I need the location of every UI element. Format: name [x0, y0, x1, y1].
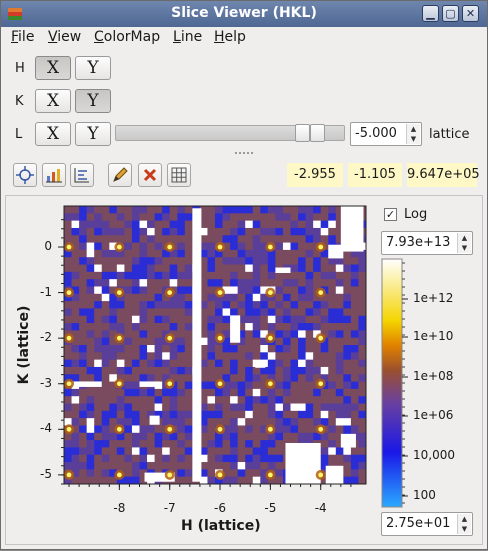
dimension-k-y-button[interactable]: Y: [75, 89, 111, 113]
draw-line-button[interactable]: [108, 163, 132, 187]
x-tick-label: -6: [210, 501, 230, 515]
menu-bar: File View ColorMap Line Help: [1, 27, 487, 49]
dimension-k-x-button[interactable]: X: [35, 89, 71, 113]
minimize-button[interactable]: ▁: [422, 5, 439, 22]
colorbar-min-spinbox[interactable]: 2.75e+01 ▲ ▼: [381, 512, 473, 536]
y-tick-label: -2: [30, 330, 52, 344]
window-title: Slice Viewer (HKL): [1, 5, 487, 21]
slice-slider-handle-2[interactable]: [310, 124, 325, 142]
dimension-k-label: K: [15, 94, 24, 109]
readout-y: -1.105: [348, 163, 402, 187]
colorbar-tick-label: 10,000: [413, 448, 455, 462]
clear-icon: [139, 164, 161, 186]
colorbar-tick-label: 1e+12: [413, 291, 453, 305]
crosshair-button[interactable]: [13, 163, 37, 187]
menu-line[interactable]: Line: [173, 29, 202, 45]
menu-file[interactable]: File: [11, 29, 34, 45]
y-tick-label: 0: [30, 239, 52, 253]
pencil-icon: [109, 164, 131, 186]
x-axis-label: H (lattice): [181, 518, 261, 534]
spin-arrows-icon[interactable]: ▲ ▼: [457, 514, 471, 534]
dimension-h-y-button[interactable]: Y: [75, 56, 111, 80]
log-checkbox[interactable]: ✓: [384, 208, 397, 221]
dimension-l-x-button[interactable]: X: [35, 122, 71, 146]
log-label: Log: [404, 207, 427, 222]
menu-colormap[interactable]: ColorMap: [94, 29, 160, 45]
dimension-l-label: L: [15, 127, 22, 142]
y-tick-label: -5: [30, 467, 52, 481]
dimension-h-x-button[interactable]: X: [35, 56, 71, 80]
colorbar-min-value: 2.75e+01: [386, 516, 450, 531]
zoom-button[interactable]: [42, 163, 66, 187]
x-tick-label: -4: [311, 501, 331, 515]
crosshair-icon: [14, 164, 36, 186]
zoom-chart-icon: [43, 164, 65, 186]
readout-x: -2.955: [287, 163, 343, 187]
dimension-l-y-button[interactable]: Y: [75, 122, 111, 146]
colorbar-tick-label: 1e+10: [413, 329, 453, 343]
x-tick-label: -8: [109, 501, 129, 515]
clear-line-button[interactable]: [138, 163, 162, 187]
y-tick-label: -4: [30, 421, 52, 435]
splitter-handle[interactable]: [235, 152, 253, 158]
y-tick-label: -1: [30, 285, 52, 299]
spin-arrows-icon[interactable]: ▲ ▼: [457, 233, 471, 253]
x-tick-label: -7: [160, 501, 180, 515]
x-tick-label: -5: [260, 501, 280, 515]
rebin-button[interactable]: [70, 163, 94, 187]
colorbar-tick-label: 100: [413, 488, 436, 502]
title-bar[interactable]: Slice Viewer (HKL) ▁ ▢ ✕: [1, 1, 487, 27]
slice-value-spinbox[interactable]: -5.000 ▲ ▼: [350, 122, 422, 146]
menu-help[interactable]: Help: [214, 29, 246, 45]
spin-arrows-icon[interactable]: ▲ ▼: [406, 124, 420, 144]
close-button[interactable]: ✕: [462, 5, 479, 22]
maximize-button[interactable]: ▢: [442, 5, 459, 22]
menu-view[interactable]: View: [48, 29, 81, 45]
slice-slider-handle[interactable]: [295, 124, 310, 142]
colorbar-tick-label: 1e+08: [413, 369, 453, 383]
readout-signal: 9.647e+05: [407, 163, 477, 187]
y-tick-label: -3: [30, 376, 52, 390]
rebin-icon: [71, 164, 93, 186]
slice-value: -5.000: [355, 126, 397, 141]
grid-icon: [168, 164, 190, 186]
colorbar-tick-label: 1e+06: [413, 408, 453, 422]
colorbar-max-spinbox[interactable]: 7.93e+13 ▲ ▼: [381, 231, 473, 255]
slice-units-label: lattice: [429, 127, 470, 142]
dimension-h-label: H: [15, 61, 25, 76]
colorbar-max-value: 7.93e+13: [386, 235, 450, 250]
grid-button[interactable]: [167, 163, 191, 187]
